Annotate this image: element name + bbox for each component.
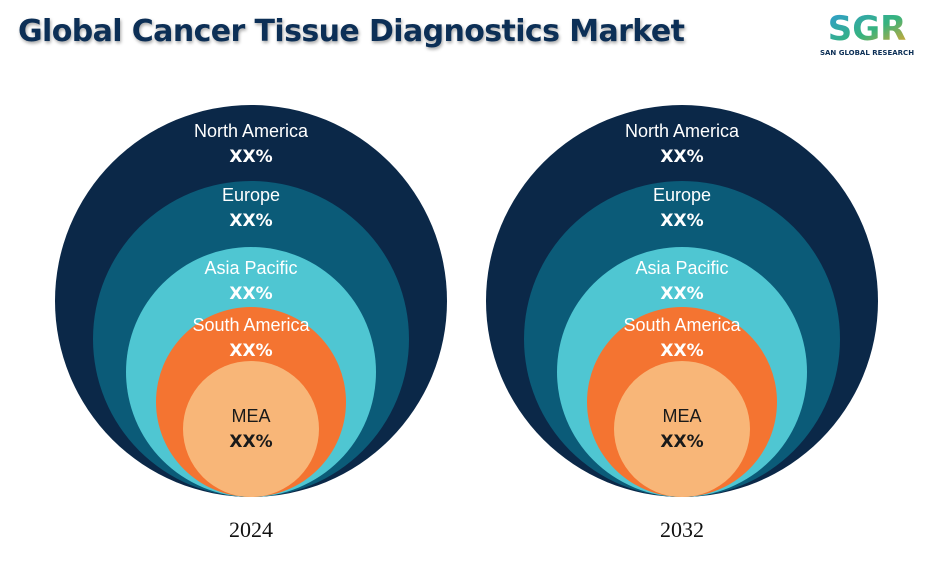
value-europe-2032: XX% <box>660 211 703 231</box>
value-asia-pacific-2024: XX% <box>229 284 272 304</box>
label-south-america-2024: South America <box>192 315 310 335</box>
year-label-2024: 2024 <box>229 517 273 542</box>
value-europe-2024: XX% <box>229 211 272 231</box>
value-mea-2024: XX% <box>229 432 272 452</box>
chart-2032: North America XX% Europe XX% Asia Pacific XX%… <box>486 105 878 542</box>
label-north-america-2032: North America <box>625 121 740 141</box>
sgr-logo: SGR SAN GLOBAL RESEARCH <box>820 9 914 57</box>
label-north-america-2024: North America <box>194 121 309 141</box>
circle-mea-2024 <box>183 361 319 497</box>
circle-mea-2032 <box>614 361 750 497</box>
label-asia-pacific-2024: Asia Pacific <box>204 258 297 278</box>
value-north-america-2024: XX% <box>229 147 272 167</box>
label-south-america-2032: South America <box>623 315 741 335</box>
value-asia-pacific-2032: XX% <box>660 284 703 304</box>
value-north-america-2032: XX% <box>660 147 703 167</box>
label-europe-2024: Europe <box>222 185 280 205</box>
label-asia-pacific-2032: Asia Pacific <box>635 258 728 278</box>
year-label-2032: 2032 <box>660 517 704 542</box>
value-south-america-2032: XX% <box>660 341 703 361</box>
value-south-america-2024: XX% <box>229 341 272 361</box>
page-title: Global Cancer Tissue Diagnostics Market <box>18 14 685 49</box>
value-mea-2032: XX% <box>660 432 703 452</box>
label-mea-2024: MEA <box>231 406 270 426</box>
chart-2024: North America XX% Europe XX% Asia Pacific XX%… <box>55 105 447 542</box>
label-europe-2032: Europe <box>653 185 711 205</box>
label-mea-2032: MEA <box>662 406 701 426</box>
logo-subtitle: SAN GLOBAL RESEARCH <box>820 49 914 57</box>
logo-text: SGR <box>828 9 907 49</box>
